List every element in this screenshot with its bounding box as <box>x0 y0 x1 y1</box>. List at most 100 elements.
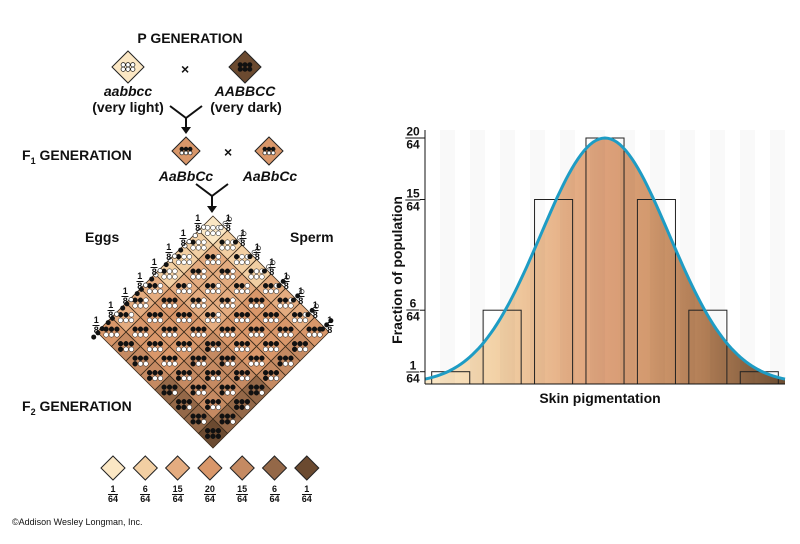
cross-arrow-2 <box>195 183 229 213</box>
parent-1-genotype: aabbcc <box>103 83 153 99</box>
allele-dot <box>244 312 251 318</box>
arrow-line <box>169 105 203 128</box>
allele-dot <box>230 361 236 367</box>
allele-dot <box>244 346 251 352</box>
allele-dot <box>157 312 164 318</box>
cross-arrow-1 <box>169 105 203 134</box>
allele-dot <box>230 390 236 396</box>
egg-gamete <box>149 268 163 282</box>
allele-dot <box>290 297 296 303</box>
y-axis-label: Fraction of population <box>389 196 405 344</box>
allele-dot <box>268 288 274 294</box>
allele-dot <box>166 332 173 338</box>
allele-dot <box>291 312 298 318</box>
allele-dot <box>190 268 196 274</box>
allele-dot <box>186 283 193 289</box>
phenotype-diamond <box>100 455 126 481</box>
allele-dot <box>215 259 222 265</box>
allele-dot <box>157 288 164 294</box>
allele-dot <box>114 332 120 338</box>
allele-dot <box>204 254 211 260</box>
allele-dot <box>204 433 211 439</box>
allele-dot <box>282 355 289 361</box>
allele-dot <box>244 283 251 289</box>
shade-band <box>440 130 455 384</box>
allele-dot <box>210 254 216 260</box>
allele-dot <box>195 239 202 245</box>
parent-2-diamond <box>228 50 262 84</box>
phenotype-fraction: 15 64 <box>236 484 249 504</box>
allele-dot <box>143 355 149 361</box>
allele-dot <box>172 274 178 280</box>
allele-dot <box>239 399 245 405</box>
allele-dot <box>210 341 216 347</box>
allele-dot <box>195 303 202 309</box>
allele-dot <box>253 274 260 280</box>
allele-dot <box>224 239 231 245</box>
allele-dot <box>190 303 196 309</box>
allele-dot <box>268 312 274 318</box>
allele-dot <box>244 404 251 410</box>
copyright-notice: ©Addison Wesley Longman, Inc. <box>12 517 143 527</box>
allele-dot <box>224 413 231 419</box>
allele-dot <box>215 370 222 376</box>
sperm-gamete <box>319 318 334 332</box>
allele-dot <box>253 268 260 274</box>
allele-dot <box>182 243 188 249</box>
f1-diamond-right <box>254 136 284 166</box>
allele-dot <box>172 268 178 274</box>
allele-dot <box>239 375 245 381</box>
allele-dot <box>172 384 178 390</box>
allele-dot <box>259 274 265 280</box>
allele-dot <box>268 283 274 289</box>
allele-dot <box>190 332 196 338</box>
f1-diamond-left <box>171 136 201 166</box>
p-cross-symbol: × <box>181 61 190 77</box>
allele-dot <box>161 390 167 396</box>
allele-dot <box>253 384 260 390</box>
allele-dot <box>288 303 294 309</box>
allele-dot <box>204 312 211 318</box>
allele-dot <box>210 433 216 439</box>
allele-dot <box>248 274 254 280</box>
allele-dot <box>239 259 245 265</box>
egg-gamete <box>120 297 134 311</box>
parent-2-genotype: AABBCC <box>214 83 276 99</box>
allele-dot <box>230 413 236 419</box>
allele-dot <box>190 390 196 396</box>
allele-dot <box>270 260 276 266</box>
allele-dot <box>137 326 144 332</box>
allele-dot <box>261 268 267 274</box>
allele-dot <box>196 228 202 234</box>
allele-dot <box>259 384 265 390</box>
allele-dot <box>125 66 131 72</box>
allele-dot <box>288 361 294 367</box>
egg-gamete <box>192 224 207 239</box>
allele-dot <box>311 326 318 332</box>
allele-dot <box>224 326 231 332</box>
egg-gamete <box>178 239 192 253</box>
allele-dot <box>195 326 202 332</box>
allele-dot <box>166 390 173 396</box>
allele-dot <box>232 239 238 245</box>
allele-dot <box>210 404 216 410</box>
allele-dot <box>157 283 164 289</box>
allele-dot <box>297 341 303 347</box>
allele-dot <box>242 62 248 68</box>
allele-dot <box>143 297 149 303</box>
allele-dot <box>233 259 240 265</box>
allele-dot <box>157 268 163 274</box>
allele-dot <box>172 303 178 309</box>
allele-dot <box>262 146 268 152</box>
allele-dot <box>134 291 140 297</box>
allele-dot <box>143 361 149 367</box>
allele-dot <box>204 259 211 265</box>
allele-dot <box>152 317 158 323</box>
allele-dot <box>181 288 187 294</box>
allele-dot <box>201 245 207 251</box>
allele-dot <box>157 341 164 347</box>
